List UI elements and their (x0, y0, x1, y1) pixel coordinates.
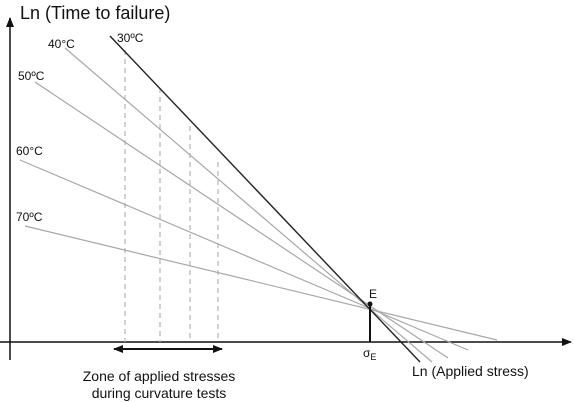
y-axis-title: Ln (Time to failure) (20, 3, 170, 23)
label-50c: 50ºC (18, 69, 45, 83)
label-40c: 40°C (48, 37, 75, 51)
line-50c (34, 81, 449, 359)
line-40c (64, 47, 433, 363)
point-e-marker (367, 301, 373, 307)
zone-caption-line2: during curvature tests (92, 385, 227, 401)
label-60c: 60°C (16, 144, 43, 158)
sigma-symbol: σ (363, 346, 371, 360)
sigma-subscript: E (370, 352, 376, 362)
line-70c (24, 225, 498, 341)
point-e-label: E (369, 287, 377, 301)
sigma-e-label: σE (363, 346, 376, 362)
label-70c: 70ºC (16, 210, 43, 224)
zone-caption-line1: Zone of applied stresses (83, 368, 236, 384)
line-60c (19, 159, 469, 351)
label-30c: 30ºC (117, 31, 144, 45)
line-30c (109, 35, 421, 363)
x-axis-title: Ln (Applied stress) (412, 363, 529, 379)
